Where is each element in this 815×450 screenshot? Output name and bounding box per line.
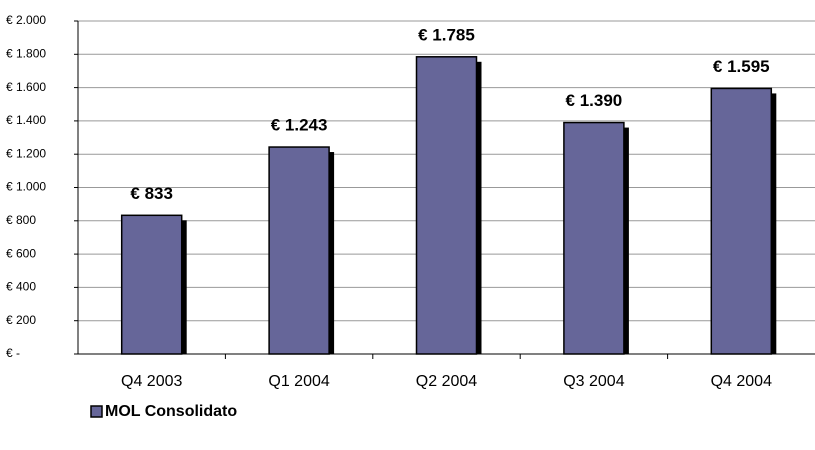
bar <box>563 121 625 355</box>
y-tick-label: € 1.800 <box>6 46 46 60</box>
value-label: € 833 <box>130 184 173 203</box>
y-tick-label: € 2.000 <box>6 13 46 27</box>
value-label: € 1.390 <box>566 91 623 110</box>
x-tick-label: Q2 2004 <box>416 373 477 390</box>
x-tick-label: Q4 2004 <box>711 373 772 390</box>
y-tick-label: € 800 <box>6 213 36 227</box>
y-tick-label: € 200 <box>6 313 36 327</box>
x-tick-label: Q1 2004 <box>268 373 329 390</box>
y-tick-label: € 1.400 <box>6 113 46 127</box>
x-tick-label: Q3 2004 <box>563 373 624 390</box>
y-tick-label: € 400 <box>6 280 36 294</box>
y-tick-label: € 1.600 <box>6 80 46 94</box>
bar <box>415 56 478 355</box>
y-tick-label: € - <box>6 346 20 360</box>
bar <box>710 87 773 355</box>
value-label: € 1.243 <box>271 116 328 135</box>
y-tick-label: € 600 <box>6 246 36 260</box>
legend-swatch <box>90 405 103 418</box>
bar <box>120 214 183 355</box>
legend-label: MOL Consolidato <box>105 403 237 420</box>
x-tick-label: Q4 2003 <box>121 373 182 390</box>
value-label: € 1.785 <box>418 25 475 44</box>
y-tick-label: € 1.000 <box>6 180 46 194</box>
y-tick-label: € 1.200 <box>6 146 46 160</box>
bar <box>268 146 330 355</box>
value-label: € 1.595 <box>713 57 770 76</box>
